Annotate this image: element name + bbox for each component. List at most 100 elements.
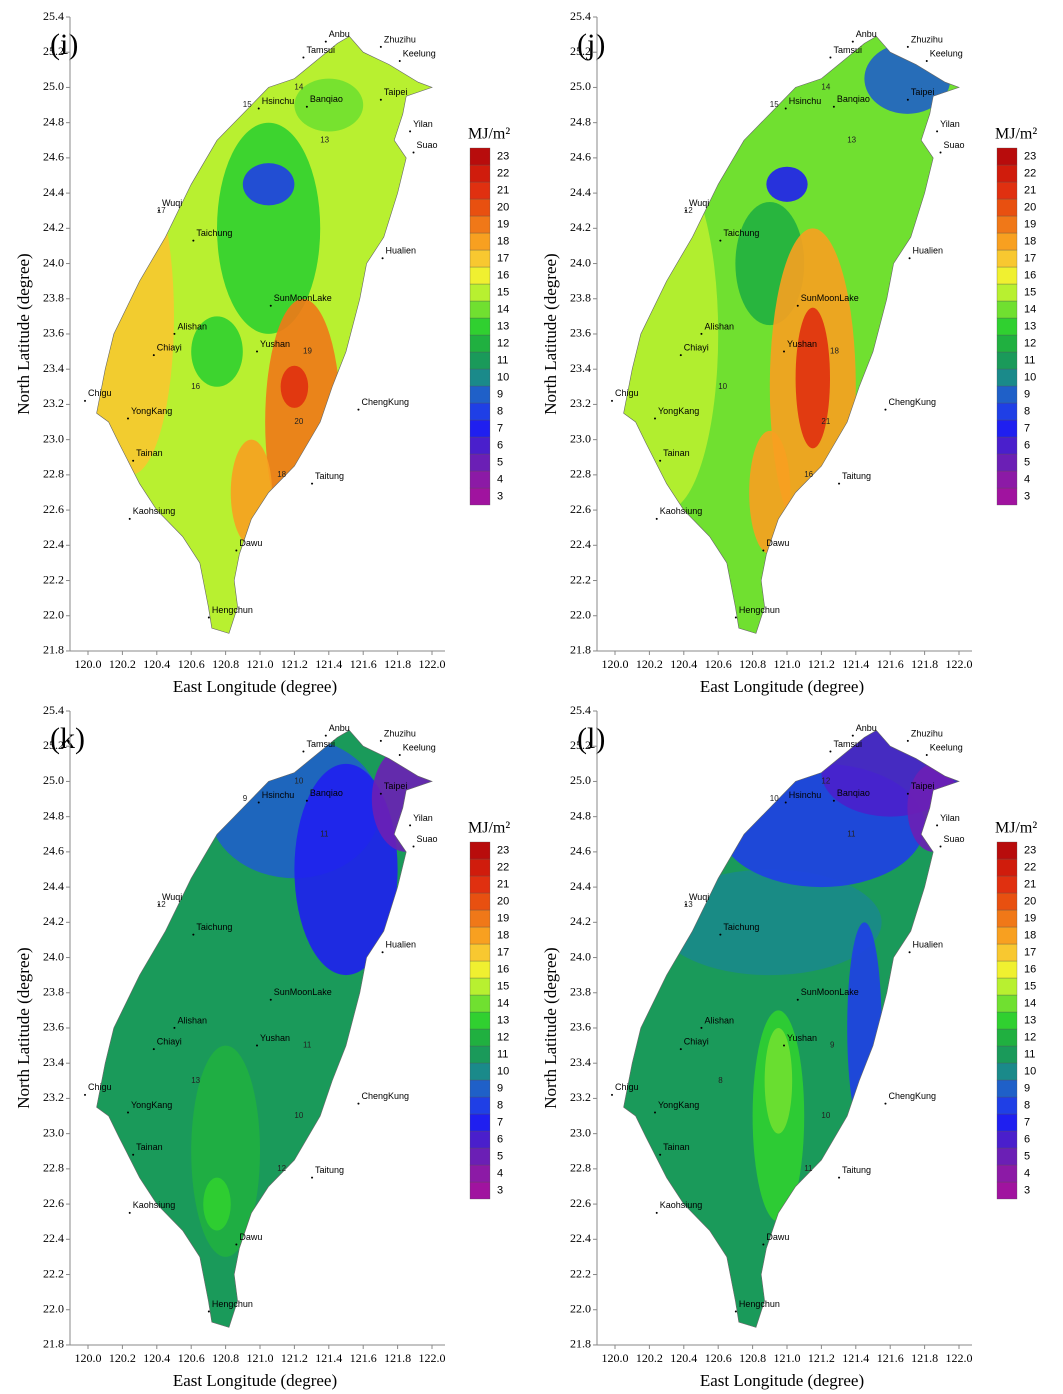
colorbar-label: 23 — [497, 150, 509, 162]
station-dot — [762, 1243, 765, 1246]
station-label: SunMoonLake — [274, 293, 332, 303]
y-axis-label: North Latitude (degree) — [541, 253, 560, 414]
station-dot — [257, 107, 260, 110]
colorbar-box — [996, 1011, 1018, 1030]
x-tick-label: 121.6 — [350, 657, 377, 671]
station-label: Yilan — [940, 813, 960, 823]
colorbar-label: 16 — [1024, 269, 1036, 281]
colorbar-box — [996, 164, 1018, 183]
colorbar-box — [996, 892, 1018, 911]
station-label: Zhuzihu — [911, 728, 943, 738]
station-label: Tamsui — [833, 739, 862, 749]
colorbar-box — [996, 300, 1018, 319]
y-tick-label: 24.4 — [570, 879, 591, 893]
x-tick-label: 120.8 — [212, 657, 239, 671]
colorbar-box — [469, 317, 491, 336]
colorbar-box — [996, 436, 1018, 455]
colorbar-label: 4 — [1024, 473, 1030, 485]
colorbar-label: 9 — [1024, 1082, 1030, 1094]
x-tick-label: 120.6 — [705, 657, 732, 671]
colorbar-box — [469, 841, 491, 860]
contour-label: 14 — [294, 83, 303, 92]
colorbar-label: 7 — [1024, 422, 1030, 434]
x-axis-label: East Longitude (degree) — [700, 1371, 864, 1390]
contour-label: 10 — [821, 1111, 830, 1120]
colorbar-box — [469, 215, 491, 234]
contour-label: 8 — [718, 1076, 723, 1085]
colorbar-box — [469, 1113, 491, 1132]
station-dot — [655, 1211, 658, 1214]
y-tick-label: 24.2 — [570, 914, 591, 928]
station-label: Dawu — [239, 538, 262, 548]
y-tick-label: 24.8 — [43, 114, 64, 128]
colorbar-label: 18 — [497, 235, 509, 247]
colorbar-label: 3 — [497, 1184, 503, 1196]
colorbar-box — [469, 1096, 491, 1115]
station-label: Yilan — [413, 813, 433, 823]
colorbar-label: 5 — [497, 1150, 503, 1162]
x-tick-label: 120.2 — [636, 657, 663, 671]
contour-label: 15 — [770, 100, 779, 109]
station-dot — [719, 933, 722, 936]
station-label: Taichung — [196, 922, 232, 932]
station-dot — [381, 951, 384, 954]
station-label: Taipei — [384, 87, 408, 97]
field-patch — [191, 1045, 260, 1257]
x-tick-label: 120.4 — [143, 1351, 170, 1365]
x-tick-label: 120.8 — [739, 1351, 766, 1365]
x-tick-label: 121.4 — [842, 657, 869, 671]
colorbar-label: 15 — [1024, 286, 1036, 298]
colorbar-label: 23 — [1024, 150, 1036, 162]
station-label: YongKang — [131, 406, 172, 416]
x-tick-label: 120.2 — [109, 1351, 136, 1365]
station-label: Anbu — [329, 723, 350, 733]
y-tick-label: 22.2 — [43, 1266, 64, 1280]
colorbar-box — [996, 1113, 1018, 1132]
y-tick-label: 24.8 — [570, 114, 591, 128]
coastline — [623, 36, 960, 634]
field-patch — [294, 763, 398, 976]
station-label: Dawu — [766, 1232, 789, 1242]
field-patch — [280, 365, 309, 408]
colorbar-label: 17 — [1024, 252, 1036, 264]
colorbar-box — [996, 487, 1018, 506]
contour-label: 20 — [294, 417, 303, 426]
station-label: Taichung — [723, 922, 759, 932]
station-dot — [157, 903, 160, 906]
colorbar-box — [996, 909, 1018, 928]
station-label: Banqiao — [837, 788, 870, 798]
station-label: Hualien — [386, 246, 417, 256]
y-tick-label: 23.8 — [570, 985, 591, 999]
contour-label: 13 — [191, 1076, 200, 1085]
y-tick-label: 21.8 — [43, 1337, 64, 1351]
contour-label: 14 — [821, 83, 830, 92]
colorbar-box — [996, 1181, 1018, 1200]
y-tick-label: 22.2 — [43, 572, 64, 586]
station-dot — [302, 56, 305, 59]
colorbar-box — [996, 1096, 1018, 1115]
station-label: SunMoonLake — [801, 987, 859, 997]
colorbar-label: 16 — [1024, 963, 1036, 975]
station-label: Kaohsiung — [133, 506, 176, 516]
island-fill — [96, 36, 432, 634]
colorbar-box — [469, 1062, 491, 1081]
colorbar-label: 8 — [1024, 1099, 1030, 1111]
station-label: Dawu — [766, 538, 789, 548]
station-dot — [269, 304, 272, 307]
colorbar-box — [996, 215, 1018, 234]
colorbar-box — [996, 841, 1018, 860]
colorbar-box — [469, 232, 491, 251]
y-tick-label: 22.8 — [43, 1161, 64, 1175]
colorbar-title: MJ/m² — [468, 126, 510, 143]
colorbar-label: 3 — [1024, 1184, 1030, 1196]
field-patch — [217, 122, 321, 334]
colorbar-box — [996, 470, 1018, 489]
y-tick-label: 25.0 — [43, 79, 64, 93]
contour-label: 9 — [243, 794, 248, 803]
y-tick-label: 25.4 — [43, 9, 64, 23]
colorbar-label: 20 — [497, 201, 509, 213]
colorbar-label: 18 — [1024, 235, 1036, 247]
colorbar-label: 19 — [1024, 912, 1036, 924]
y-tick-label: 23.8 — [43, 985, 64, 999]
map — [623, 730, 959, 1328]
